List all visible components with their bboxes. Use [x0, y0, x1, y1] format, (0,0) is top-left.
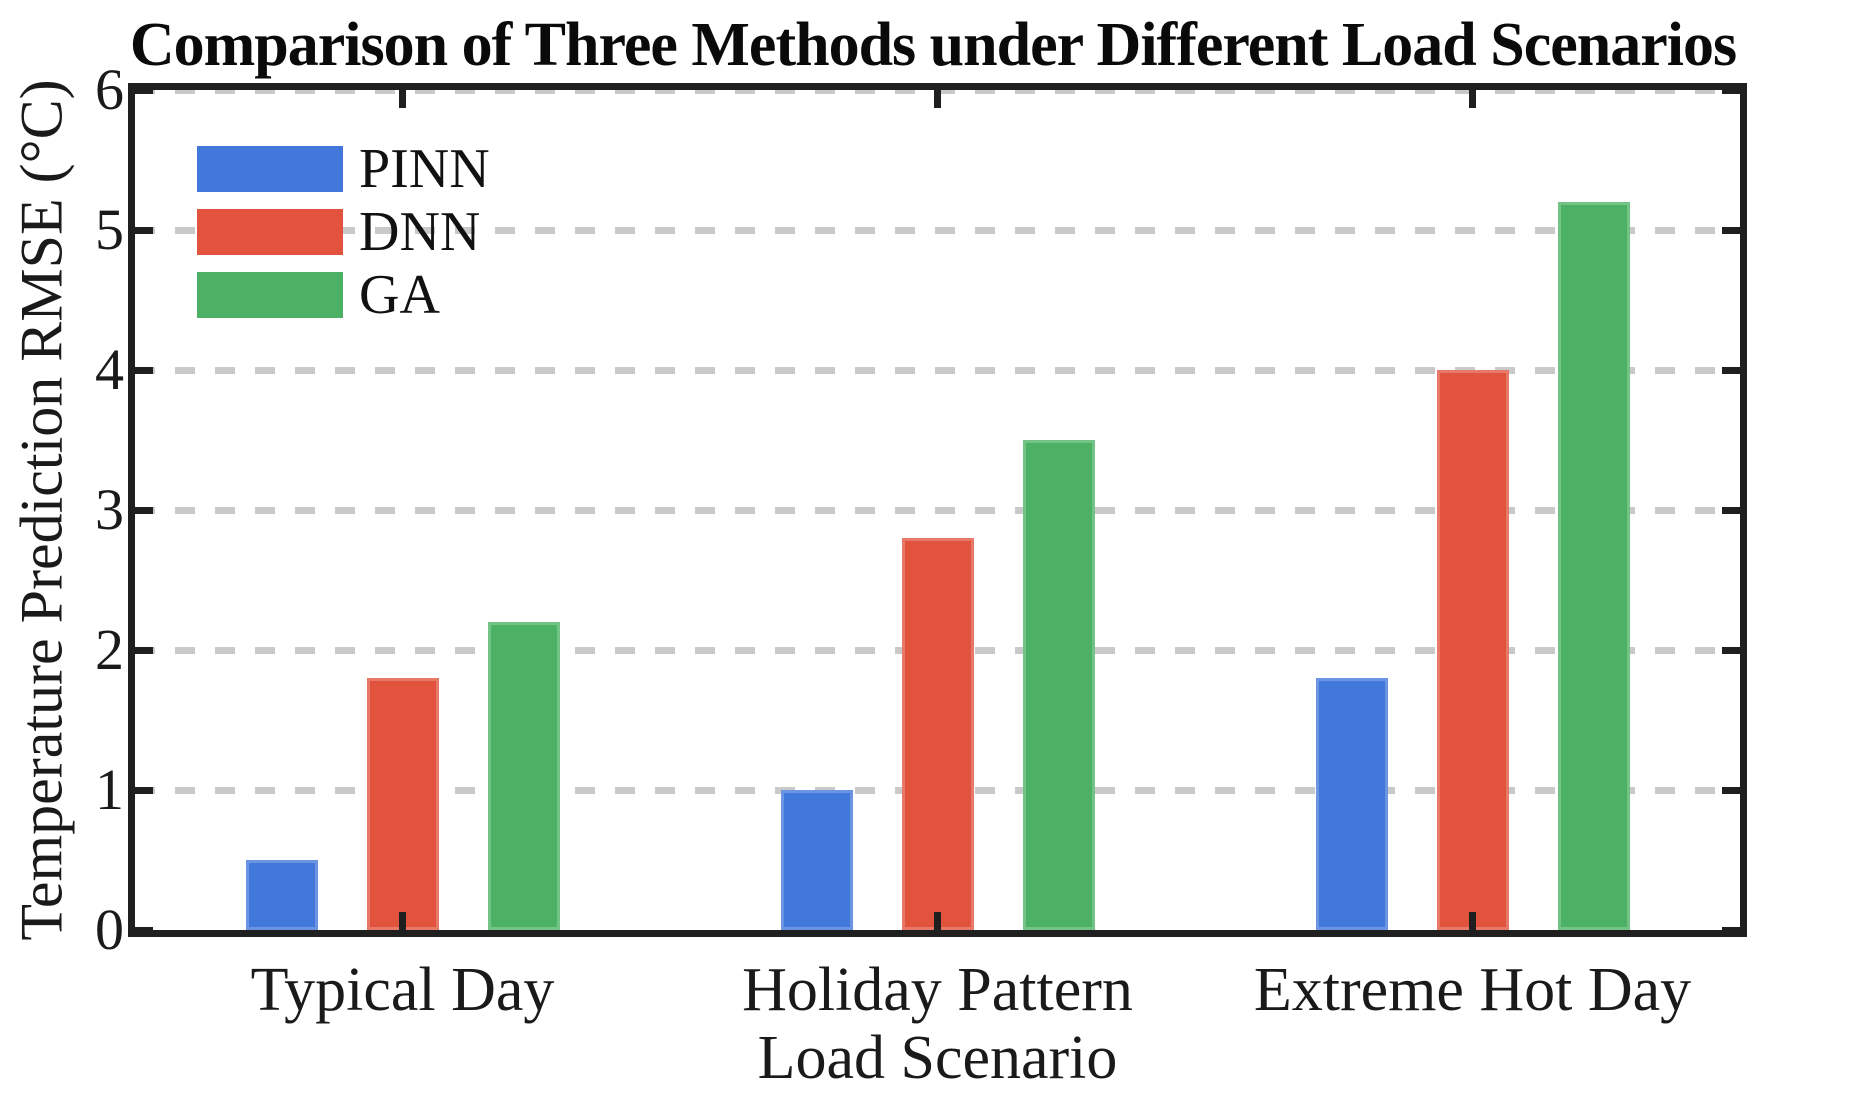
x-tick-top	[934, 90, 941, 108]
y-tick-label: 5	[95, 197, 124, 262]
chart-title: Comparison of Three Methods under Differ…	[129, 11, 1737, 79]
y-tick-right	[1722, 226, 1740, 234]
y-tick-left	[135, 786, 153, 794]
legend-swatch-pinn	[197, 146, 343, 192]
bar-dnn-3	[1436, 370, 1509, 930]
y-tick-label: 3	[95, 477, 124, 542]
y-tick-right	[1722, 86, 1740, 94]
y-tick-left	[135, 366, 153, 374]
legend-label: DNN	[359, 201, 481, 263]
x-tick-label: Typical Day	[250, 956, 555, 1024]
legend-label: GA	[359, 264, 440, 326]
y-tick-label: 6	[95, 57, 124, 122]
legend-swatch-ga	[197, 272, 343, 318]
legend-entry-pinn: PINN	[197, 138, 490, 200]
y-tick-label: 2	[95, 617, 124, 682]
legend-label: PINN	[359, 138, 490, 200]
y-tick-left	[135, 506, 153, 514]
gridline-y-5	[135, 226, 1740, 234]
x-tick-bottom	[934, 912, 941, 930]
plot-area: PINN DNN GA	[135, 86, 1740, 934]
y-tick-left	[135, 926, 153, 934]
y-tick-right	[1722, 506, 1740, 514]
y-tick-labels: 0 1 2 3 4 5 6	[0, 57, 124, 962]
x-tick-bottom	[1469, 912, 1476, 930]
x-axis-label: Load Scenario	[757, 1024, 1118, 1092]
y-tick-left	[135, 226, 153, 234]
y-tick-right	[1722, 926, 1740, 934]
y-tick-label: 1	[95, 757, 124, 822]
bar-dnn-2	[901, 538, 974, 930]
x-tick-top	[399, 90, 406, 108]
bar-pinn-2	[780, 790, 853, 930]
bar-pinn-1	[245, 860, 318, 930]
x-tick-label: Extreme Hot Day	[1253, 956, 1692, 1024]
gridline-y-4	[135, 366, 1740, 374]
x-tick-top	[1469, 90, 1476, 108]
bar-dnn-1	[366, 678, 439, 930]
legend-entry-ga: GA	[197, 264, 490, 326]
bar-ga-3	[1557, 202, 1630, 930]
bar-pinn-3	[1315, 678, 1388, 930]
y-tick-right	[1722, 646, 1740, 654]
legend-swatch-dnn	[197, 209, 343, 255]
y-tick-left	[135, 646, 153, 654]
y-tick-label: 0	[95, 897, 124, 962]
legend-entry-dnn: DNN	[197, 201, 490, 263]
gridline-y-3	[135, 506, 1740, 514]
x-tick-labels: Typical Day Holiday Pattern Extreme Hot Da…	[135, 950, 1740, 1034]
y-tick-right	[1722, 786, 1740, 794]
y-tick-right	[1722, 366, 1740, 374]
bar-ga-1	[487, 622, 560, 930]
x-tick-bottom	[399, 912, 406, 930]
x-tick-label: Holiday Pattern	[742, 956, 1133, 1024]
bar-ga-2	[1022, 440, 1095, 930]
y-tick-label: 4	[95, 337, 124, 402]
y-tick-left	[135, 86, 153, 94]
legend: PINN DNN GA	[197, 138, 490, 335]
